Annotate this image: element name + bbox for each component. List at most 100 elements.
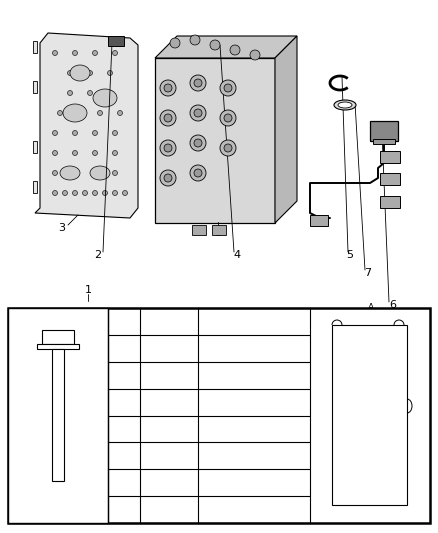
Circle shape [224,144,232,152]
Circle shape [53,190,57,196]
Circle shape [194,79,202,87]
Bar [380,196,400,208]
Polygon shape [155,36,297,58]
Bar [380,173,400,185]
Circle shape [92,131,98,135]
Bar [52,349,64,481]
Text: F: F [121,451,127,461]
Bar [370,121,398,141]
Circle shape [73,190,78,196]
Circle shape [113,150,117,156]
Bar [33,181,37,193]
Text: 8: 8 [166,344,172,353]
Text: 5: 5 [346,250,353,260]
Circle shape [78,110,82,116]
Circle shape [53,150,57,156]
Circle shape [88,70,92,76]
Circle shape [113,171,117,175]
Text: E: E [394,492,400,502]
Text: NO: NO [116,317,132,326]
Text: G: G [309,468,315,477]
Bar [373,139,395,144]
Circle shape [250,50,260,60]
Text: ( 6X75 ): ( 6X75 ) [234,478,274,488]
Text: A: A [424,456,430,464]
Circle shape [194,169,202,177]
Circle shape [190,35,200,45]
Circle shape [160,80,176,96]
Text: D: D [54,492,62,502]
Circle shape [190,165,206,181]
Text: 4: 4 [233,250,240,260]
Circle shape [53,171,57,175]
Ellipse shape [60,166,80,180]
Text: ( 6X70 ): ( 6X70 ) [234,424,273,434]
Circle shape [82,190,88,196]
Bar [380,151,400,163]
Text: B: B [424,401,430,410]
Circle shape [160,140,176,156]
Text: 1: 1 [85,285,92,295]
Circle shape [220,140,236,156]
Circle shape [194,109,202,117]
Text: 7: 7 [364,268,371,278]
Text: ( 6X45 ): ( 6X45 ) [234,505,273,514]
Circle shape [113,190,117,196]
Circle shape [123,190,127,196]
Circle shape [92,150,98,156]
Circle shape [98,110,102,116]
Ellipse shape [63,104,87,122]
Circle shape [224,84,232,92]
Text: F: F [424,479,429,488]
Text: 13: 13 [163,478,175,487]
Text: B: B [120,370,128,380]
Text: B: B [364,511,371,520]
Circle shape [160,170,176,186]
Text: 12: 12 [163,451,175,461]
Circle shape [224,114,232,122]
Text: ( 6X38 ): ( 6X38 ) [235,451,273,461]
Circle shape [107,91,113,95]
Circle shape [164,84,172,92]
Circle shape [164,114,172,122]
Circle shape [113,51,117,55]
Circle shape [117,110,123,116]
Bar [42,330,74,344]
Ellipse shape [90,166,110,180]
Text: 11: 11 [163,424,175,433]
Circle shape [63,190,67,196]
Text: 9: 9 [166,370,172,379]
Circle shape [164,174,172,182]
Text: 3: 3 [59,223,66,233]
Circle shape [160,110,176,126]
Circle shape [92,171,98,175]
Circle shape [92,51,98,55]
Polygon shape [35,33,138,218]
Circle shape [53,51,57,55]
Bar [33,41,37,53]
Text: C: C [120,397,127,407]
Circle shape [230,45,240,55]
Bar [8,308,430,523]
Circle shape [73,150,78,156]
Text: H: H [120,505,128,514]
Text: ( 6X105): ( 6X105) [233,370,275,380]
Text: ( 6X70 ): ( 6X70 ) [234,343,273,353]
Circle shape [220,110,236,126]
Text: G: G [120,478,128,488]
Circle shape [190,135,206,151]
Circle shape [92,190,98,196]
Text: 10: 10 [163,398,175,407]
Circle shape [107,70,113,76]
Text: L: L [32,410,38,420]
Ellipse shape [334,100,356,110]
Circle shape [170,38,180,48]
Text: F: F [424,375,429,384]
Circle shape [164,144,172,152]
Circle shape [190,105,206,121]
Circle shape [113,131,117,135]
Text: F: F [424,429,429,438]
Text: 2: 2 [95,250,102,260]
Text: ( 6X20 ): ( 6X20 ) [234,397,273,407]
Bar [37,344,79,349]
